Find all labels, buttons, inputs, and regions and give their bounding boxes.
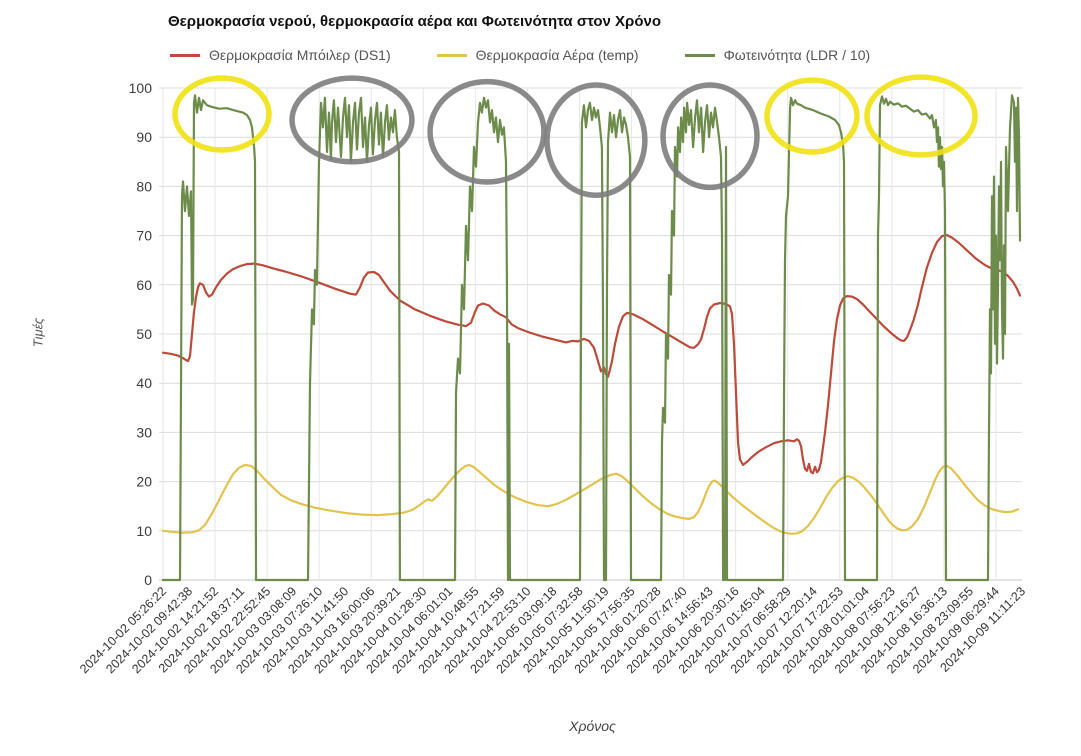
legend-swatch-line-air-temperature [436,53,467,57]
series-line-boiler-temperature [161,234,1022,475]
y-tick-label-20: 20 [136,474,152,490]
highlight-ellipse-5-gray [660,82,760,191]
y-tick-label-100: 100 [129,80,153,96]
legend-swatch-line-boiler-temperature [170,53,200,57]
legend-swatch-line-luminosity [684,53,715,57]
highlight-ellipse-7-yellow [864,74,978,158]
chart-title: Θερμοκρασία νερού, θερμοκρασία αέρα και … [168,13,661,30]
highlight-ellipse-6-yellow [764,77,860,155]
y-tick-label-50: 50 [136,326,152,342]
y-tick-label-60: 60 [136,277,152,293]
y-tick-label-30: 30 [136,424,152,440]
y-tick-label-90: 90 [136,129,152,145]
highlight-ellipse-2-gray [289,75,415,165]
legend-item-air-temperature[interactable]: Θερμοκρασία Αέρα (temp) [436,47,639,63]
y-tick-label-10: 10 [136,523,152,539]
legend-item-luminosity[interactable]: Φωτεινότητα (LDR / 10) [684,47,871,63]
x-axis-title: Χρόνος [569,718,616,734]
series-lines [161,94,1022,582]
legend-label: Θερμοκρασία Μπόιλερ (DS1) [209,47,391,63]
highlight-ellipse-4-gray [544,82,648,199]
legend-label: Θερμοκρασία Αέρα (temp) [475,47,639,63]
legend-label: Φωτεινότητα (LDR / 10) [723,47,871,63]
y-tick-label-0: 0 [144,572,152,588]
legend-item-boiler-temperature[interactable]: Θερμοκρασία Μπόιλερ (DS1) [170,47,391,63]
y-tick-labels: 0 10 20 30 40 50 60 70 80 90 100 [129,80,153,588]
series-line-luminosity [161,94,1022,582]
y-tick-label-80: 80 [136,178,152,194]
series-line-air-temperature [161,463,1020,535]
chart-legend: Θερμοκρασία Μπόιλερ (DS1) Θερμοκρασία Αέρ… [170,47,870,63]
highlight-ellipse-3-gray [427,78,547,185]
y-tick-label-70: 70 [136,228,152,244]
highlight-ellipse-1-yellow [172,75,272,153]
annotation-ellipses [172,74,978,199]
y-tick-label-40: 40 [136,375,152,391]
